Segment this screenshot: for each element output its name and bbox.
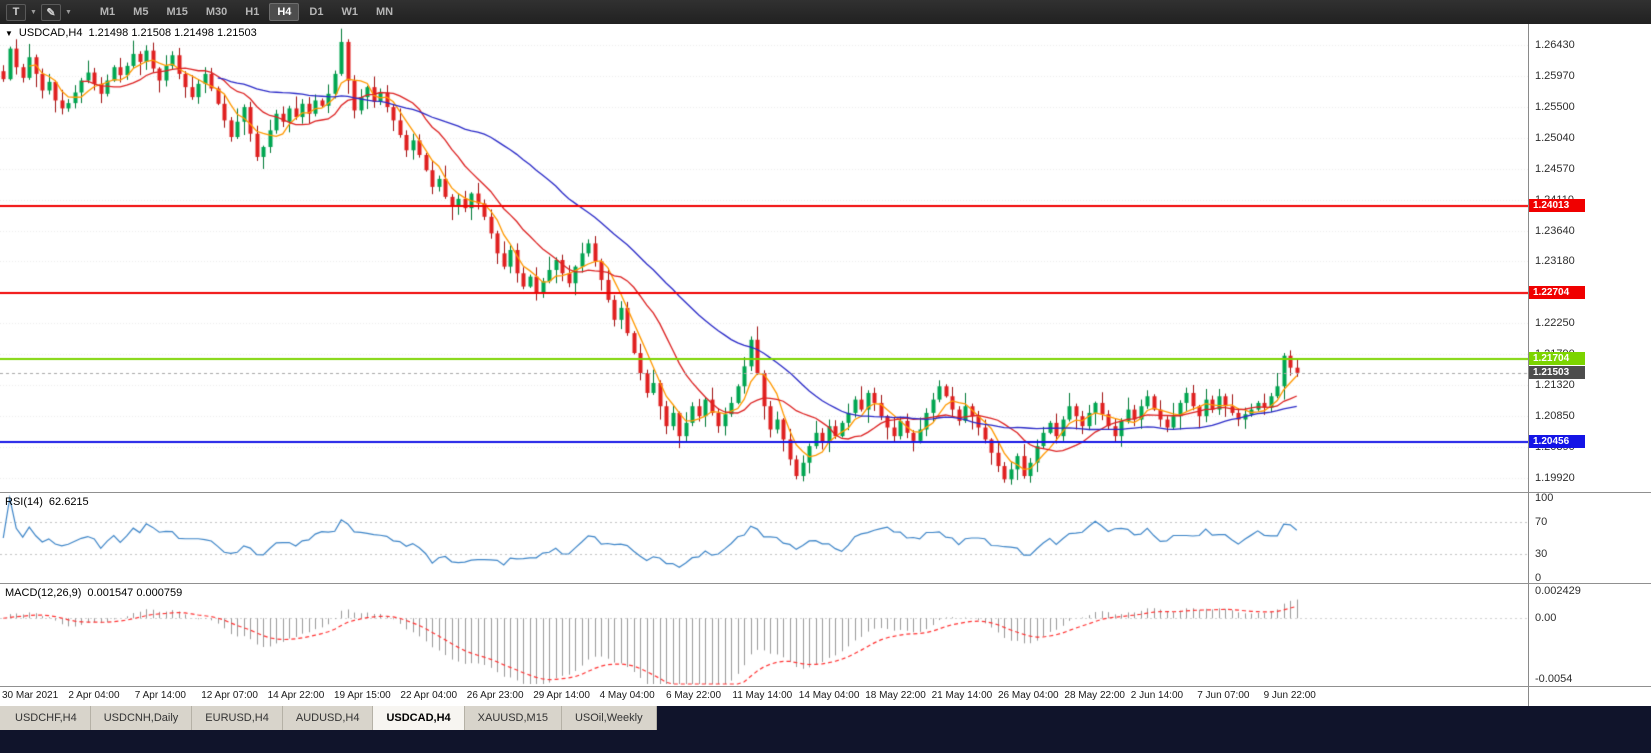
axis-tick-label: 1.25970 <box>1535 69 1575 82</box>
chevron-down-icon[interactable]: ▼ <box>30 8 37 16</box>
rsi-pane-row: RSI(14) 62.6215 100 70 30 0 <box>0 492 1651 583</box>
axis-corner <box>1528 687 1651 706</box>
time-axis-label: 14 May 04:00 <box>798 690 860 701</box>
timeframe-button-h4[interactable]: H4 <box>269 3 300 21</box>
time-axis-label: 7 Apr 14:00 <box>134 690 186 701</box>
timeframe-button-m15[interactable]: M15 <box>166 6 188 18</box>
macd-values: 0.001547 0.000759 <box>87 587 183 599</box>
price-axis[interactable]: 1.264301.259701.255001.250401.245701.241… <box>1528 24 1651 492</box>
macd-axis[interactable]: 0.002429 0.00 -0.0054 <box>1528 584 1651 686</box>
price-badge: 1.21704 <box>1529 352 1585 366</box>
chart-tab-usdcnh-daily[interactable]: USDCNH,Daily <box>90 706 193 730</box>
macd-chart-canvas[interactable] <box>0 584 1528 686</box>
timeframe-button-d1[interactable]: D1 <box>309 6 324 18</box>
chart-tab-usdchf-h4[interactable]: USDCHF,H4 <box>2 706 91 730</box>
axis-tick-label: 100 <box>1535 493 1554 504</box>
time-axis-label: 2 Apr 04:00 <box>68 690 120 701</box>
time-axis-label: 9 Jun 22:00 <box>1263 690 1316 701</box>
axis-tick-label: 1.25040 <box>1535 131 1575 144</box>
chart-tabs: USDCHF,H4 USDCNH,Daily EURUSD,H4 AUDUSD,H4 U… <box>0 706 657 730</box>
price-chart-canvas[interactable] <box>0 24 1528 492</box>
axis-tick-label: 0.00 <box>1535 612 1557 625</box>
axis-tick-label: 1.21320 <box>1535 378 1575 391</box>
price-badge: 1.21503 <box>1529 365 1585 379</box>
symbol-label: USDCAD,H4 <box>18 27 83 39</box>
time-axis-label: 6 May 22:00 <box>666 690 722 701</box>
time-axis-label: 26 Apr 23:00 <box>466 690 524 701</box>
timeframe-button-m5[interactable]: M5 <box>133 6 149 18</box>
axis-tick-label: 1.22250 <box>1535 317 1575 330</box>
time-axis-label: 7 Jun 07:00 <box>1197 690 1250 701</box>
axis-tick-label: 0 <box>1535 572 1542 583</box>
axis-tick-label: 0.002429 <box>1535 585 1581 598</box>
axis-tick-label: 1.26430 <box>1535 39 1575 52</box>
macd-pane[interactable]: MACD(12,26,9) 0.001547 0.000759 <box>0 584 1528 686</box>
time-axis-label: 26 May 04:00 <box>998 690 1059 701</box>
chart-tab-audusd-h4[interactable]: AUDUSD,H4 <box>282 706 374 730</box>
chart-tab-xauusd-m15[interactable]: XAUUSD,M15 <box>464 706 562 730</box>
price-badge: 1.24013 <box>1529 198 1585 212</box>
axis-tick-label: 1.20850 <box>1535 410 1575 423</box>
time-axis-label: 2 Jun 14:00 <box>1130 690 1184 701</box>
rsi-chart-canvas[interactable] <box>0 493 1528 583</box>
timeframe-button-m30[interactable]: M30 <box>205 6 228 18</box>
time-axis[interactable]: 30 Mar 2021 2 Apr 04:00 7 Apr 14:00 12 Apr … <box>0 687 1528 706</box>
time-axis-label: 18 May 22:00 <box>865 690 926 701</box>
chart-tab-eurusd-h4[interactable]: EURUSD,H4 <box>192 706 283 730</box>
chart-tab-bar: USDCHF,H4 USDCNH,Daily EURUSD,H4 AUDUSD,H4 U… <box>0 706 1651 730</box>
time-axis-label: 30 Mar 2021 <box>2 690 59 701</box>
axis-tick-label: -0.0054 <box>1535 672 1573 685</box>
chart-window: ▼ USDCAD,H4 1.21498 1.21508 1.21498 1.21… <box>0 24 1651 706</box>
chevron-down-icon[interactable]: ▼ <box>64 8 72 16</box>
top-toolbar: T ▼ ✎ ▼ M1 M5 M15 M30 H1 H4 D1 W1 MN <box>0 0 1651 24</box>
chart-tab-usoil-weekly[interactable]: USOil,Weekly <box>561 706 657 730</box>
price-badge: 1.22704 <box>1529 285 1585 299</box>
axis-tick-label: 70 <box>1535 516 1548 528</box>
time-axis-label: 14 Apr 22:00 <box>267 690 325 701</box>
timeframe-button-m1[interactable]: M1 <box>99 6 116 18</box>
rsi-value: 62.6215 <box>48 496 89 508</box>
timeframe-button-w1[interactable]: W1 <box>341 6 358 18</box>
axis-tick-label: 1.25500 <box>1535 101 1575 114</box>
axis-tick-label: 1.23180 <box>1535 255 1575 268</box>
time-axis-row: 30 Mar 2021 2 Apr 04:00 7 Apr 14:00 12 Apr … <box>0 686 1651 706</box>
rsi-axis[interactable]: 100 70 30 0 <box>1528 493 1651 583</box>
rsi-label: RSI(14) 62.6215 <box>5 496 89 508</box>
macd-pane-row: MACD(12,26,9) 0.001547 0.000759 0.002429… <box>0 583 1651 686</box>
time-axis-label: 12 Apr 07:00 <box>201 690 258 701</box>
bottom-strip <box>0 730 1651 753</box>
time-axis-label: 4 May 04:00 <box>599 690 655 701</box>
collapse-icon[interactable]: ▼ <box>5 28 13 38</box>
axis-tick-label: 30 <box>1535 548 1548 560</box>
time-axis-label: 19 Apr 15:00 <box>334 690 391 701</box>
quote-values: 1.21498 1.21508 1.21498 1.21503 <box>88 27 257 39</box>
time-axis-label: 29 Apr 14:00 <box>533 690 590 701</box>
rsi-pane[interactable]: RSI(14) 62.6215 <box>0 493 1528 583</box>
time-axis-label: 21 May 14:00 <box>931 690 993 701</box>
axis-tick-label: 1.24570 <box>1535 162 1575 175</box>
rsi-name: RSI(14) <box>5 496 43 508</box>
symbol-quote-label: ▼ USDCAD,H4 1.21498 1.21508 1.21498 1.21… <box>5 27 257 39</box>
macd-label: MACD(12,26,9) 0.001547 0.000759 <box>5 587 182 599</box>
timeframe-toolbar: M1 M5 M15 M30 H1 H4 D1 W1 MN <box>92 3 401 21</box>
timeframe-button-mn[interactable]: MN <box>375 6 394 18</box>
time-axis-label: 22 Apr 04:00 <box>400 690 458 701</box>
price-badge: 1.20456 <box>1529 435 1585 449</box>
axis-tick-label: 1.23640 <box>1535 224 1575 237</box>
text-tool-button[interactable]: T <box>6 3 26 21</box>
price-pane-row: ▼ USDCAD,H4 1.21498 1.21508 1.21498 1.21… <box>0 24 1651 492</box>
price-pane[interactable]: ▼ USDCAD,H4 1.21498 1.21508 1.21498 1.21… <box>0 24 1528 492</box>
draw-tool-button[interactable]: ✎ <box>40 3 61 21</box>
time-axis-label: 11 May 14:00 <box>732 690 793 701</box>
time-axis-label: 28 May 22:00 <box>1064 690 1125 701</box>
timeframe-button-h1[interactable]: H1 <box>245 6 260 18</box>
axis-tick-label: 1.19920 <box>1535 472 1575 485</box>
chart-tab-usdcad-h4[interactable]: USDCAD,H4 <box>373 706 465 730</box>
macd-name: MACD(12,26,9) <box>5 587 82 599</box>
